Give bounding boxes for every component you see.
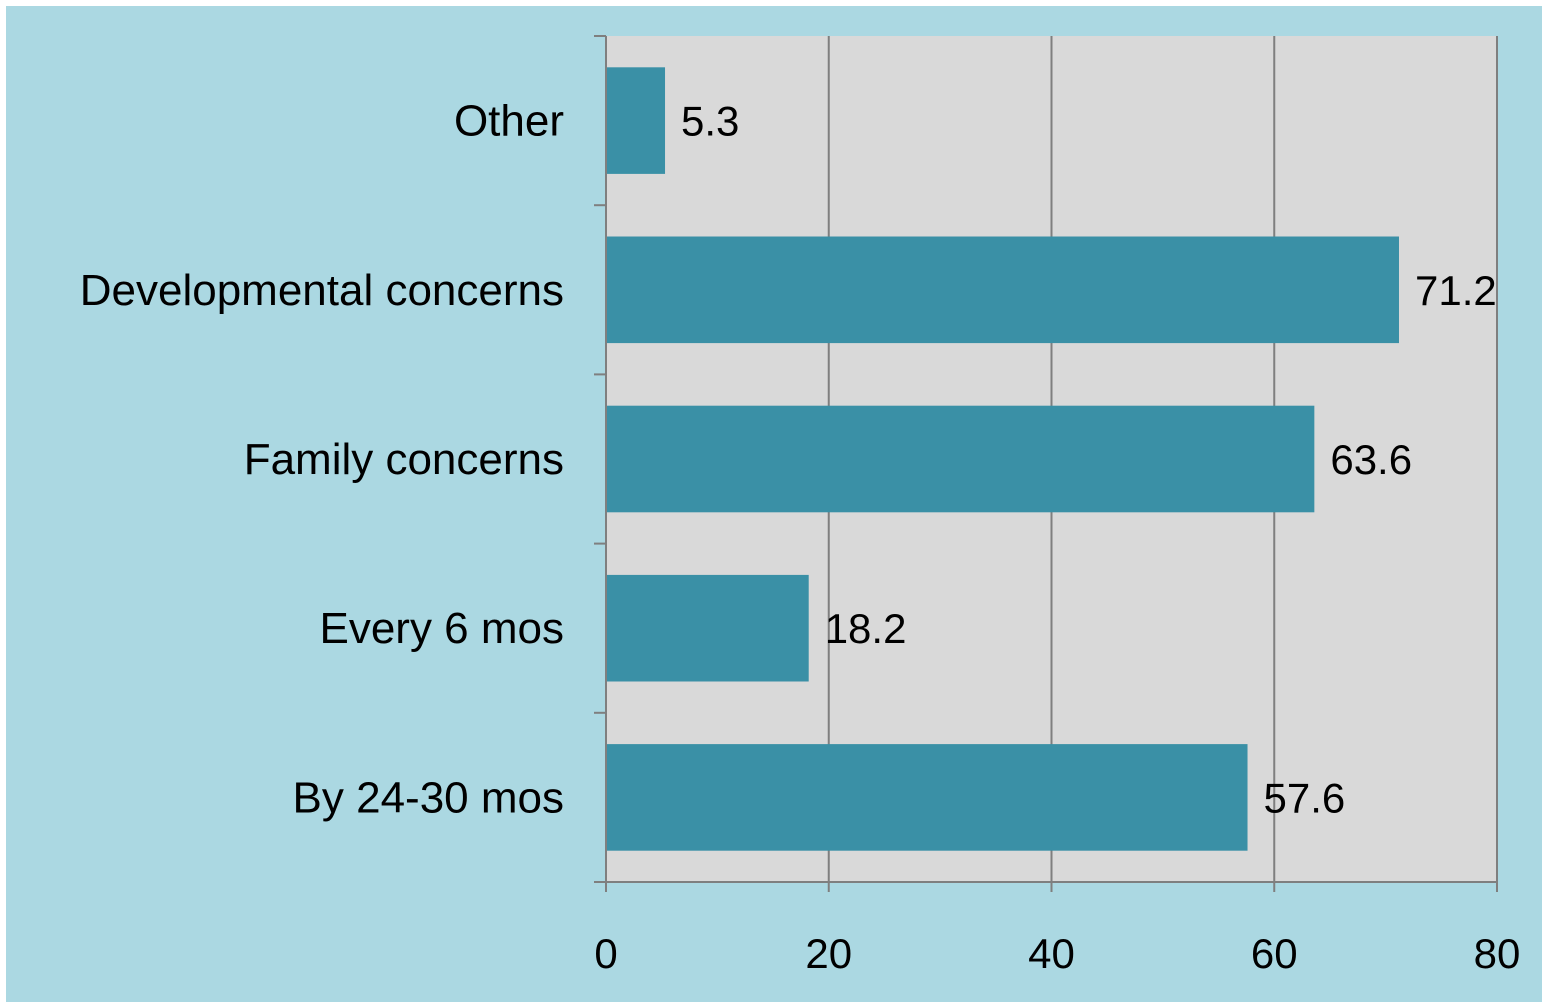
- data-label: 5.3: [681, 98, 739, 145]
- x-tick-label: 40: [1028, 930, 1075, 977]
- bar: [606, 236, 1399, 344]
- bar: [606, 574, 809, 682]
- x-tick-label: 60: [1251, 930, 1298, 977]
- category-label: Developmental concerns: [80, 266, 564, 315]
- category-label: By 24-30 mos: [293, 773, 564, 822]
- bar: [606, 405, 1315, 513]
- x-tick-label: 20: [805, 930, 852, 977]
- category-label: Family concerns: [244, 435, 564, 484]
- data-label: 18.2: [825, 605, 907, 652]
- category-label: Other: [454, 97, 564, 146]
- data-label: 71.2: [1415, 267, 1497, 314]
- data-label: 63.6: [1330, 436, 1412, 483]
- x-tick-label: 80: [1474, 930, 1521, 977]
- category-label: Every 6 mos: [319, 604, 564, 653]
- bar: [606, 67, 666, 174]
- x-tick-label: 0: [594, 930, 617, 977]
- chart-area: Other Developmental concerns Family concer…: [6, 6, 1542, 1002]
- data-label: 57.6: [1264, 774, 1346, 821]
- bar: [606, 744, 1248, 851]
- bar-chart: Other Developmental concerns Family concer…: [80, 35, 1521, 977]
